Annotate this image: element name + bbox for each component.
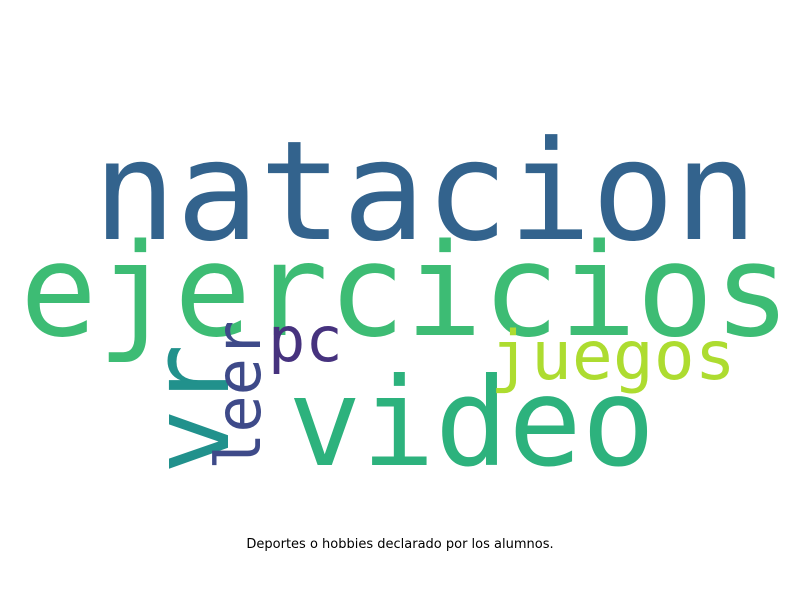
- word-natacion: natacion: [93, 111, 758, 272]
- word-ejercicios: ejercicios: [20, 217, 791, 366]
- word-juegos: juegos: [490, 317, 736, 396]
- figure-caption: Deportes o hobbies declarado por los alu…: [246, 537, 554, 552]
- word-leer: leer: [202, 320, 275, 470]
- word-pc: pc: [268, 303, 343, 376]
- word-video: video: [288, 352, 656, 494]
